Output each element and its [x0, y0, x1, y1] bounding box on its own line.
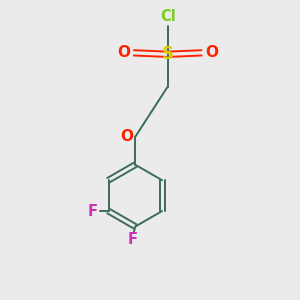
Text: F: F — [127, 232, 137, 247]
Text: O: O — [120, 129, 133, 144]
Text: S: S — [162, 45, 174, 63]
Text: O: O — [117, 45, 130, 60]
Text: Cl: Cl — [160, 9, 176, 24]
Text: O: O — [205, 45, 218, 60]
Text: F: F — [87, 204, 97, 219]
